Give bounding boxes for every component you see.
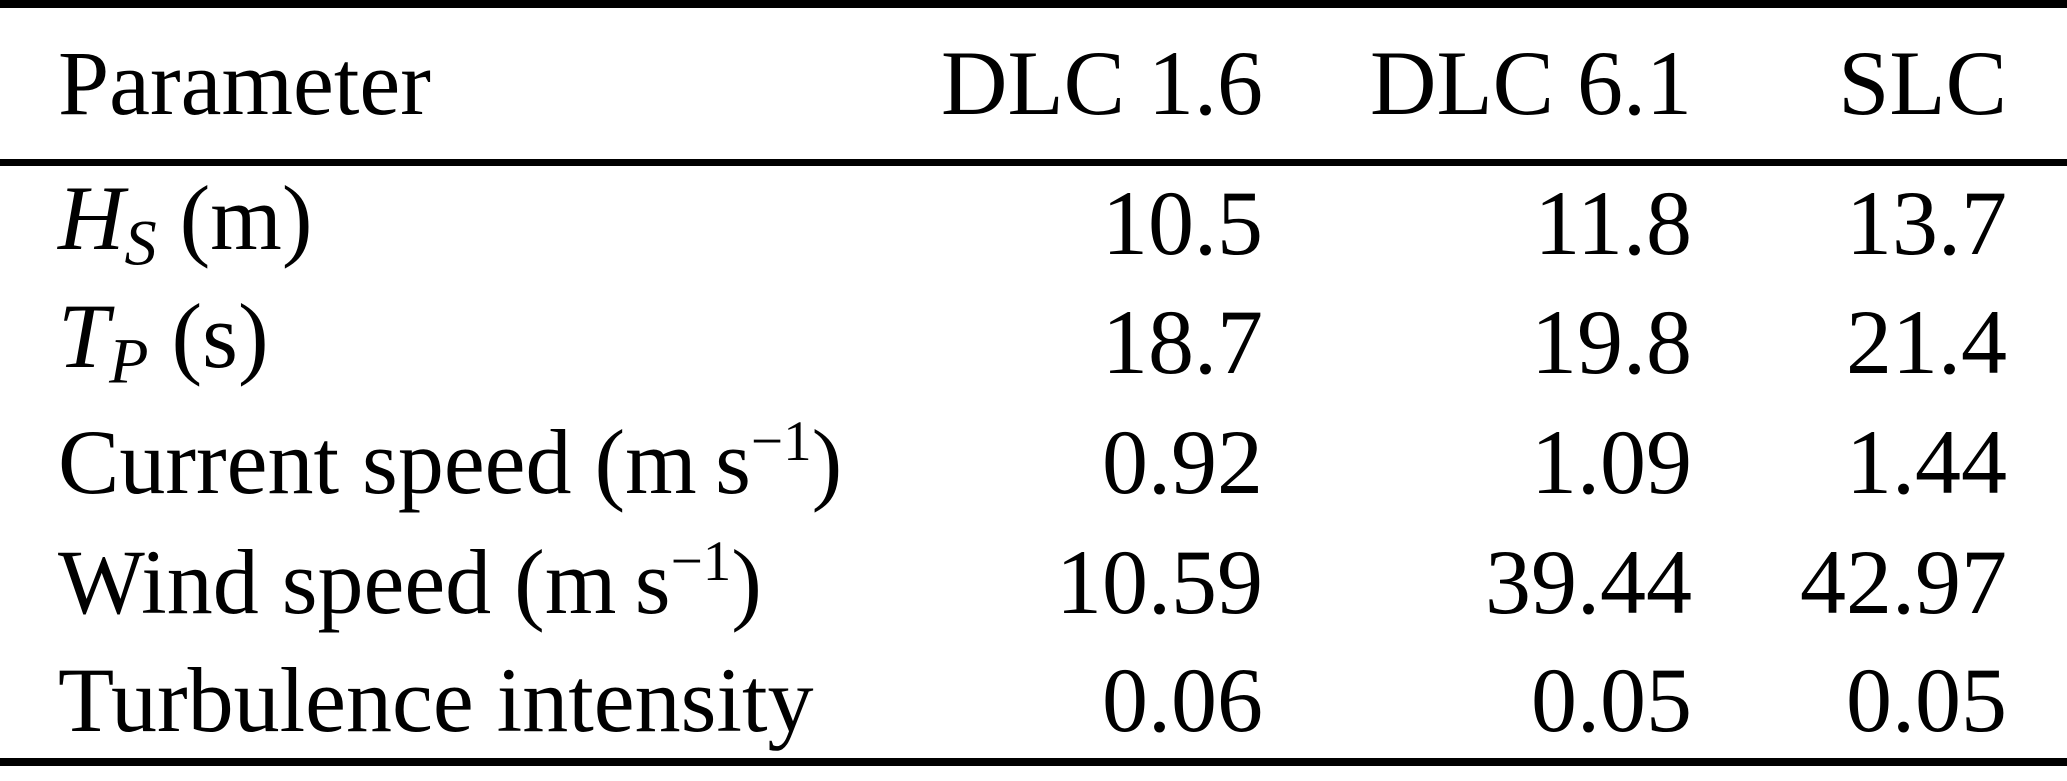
table-row-wind-speed: Wind speed (m s−1) 10.59 39.44 42.97 (0, 522, 2067, 642)
table-row-turbulence-intensity: Turbulence intensity 0.06 0.05 0.05 (0, 642, 2067, 762)
value-cell: 0.06 (1102, 648, 1263, 751)
math-symbol: T (58, 285, 110, 388)
math-subscript: S (124, 207, 157, 279)
label-text-close: ) (731, 530, 762, 633)
math-superscript: −1 (750, 409, 812, 473)
value-cell: 39.44 (1485, 530, 1692, 633)
value-cell: 0.92 (1102, 410, 1263, 513)
value-cell: 21.4 (1846, 290, 2007, 393)
column-header-dlc-6-1: DLC 6.1 (1263, 4, 1692, 166)
value-cell: 10.5 (1102, 172, 1263, 275)
column-header-dlc-1-6: DLC 1.6 (900, 4, 1263, 166)
value-cell: 11.8 (1534, 172, 1692, 275)
table-row-tp: TP (s) 18.7 19.8 21.4 (0, 282, 2067, 402)
label-text: Wind speed (m s (58, 530, 671, 633)
label-text-close: ) (811, 410, 843, 513)
row-label-wind-speed: Wind speed (m s−1) (0, 522, 900, 642)
value-cell: 18.7 (1102, 290, 1263, 393)
column-header-slc: SLC (1692, 4, 2067, 166)
row-label-current-speed: Current speed (m s−1) (0, 402, 900, 522)
header-row: Parameter DLC 1.6 DLC 6.1 SLC (0, 4, 2067, 166)
column-header-parameter: Parameter (0, 4, 900, 166)
label-text: Current speed (m s (58, 410, 751, 513)
value-cell: 19.8 (1531, 290, 1692, 393)
table-row-hs: HS (m) 10.5 11.8 13.7 (0, 162, 2067, 282)
table-row-current-speed: Current speed (m s−1) 0.92 1.09 1.44 (0, 402, 2067, 522)
row-label-tp: TP (s) (0, 282, 900, 402)
value-cell: 10.59 (1056, 530, 1263, 633)
row-label-turbulence-intensity: Turbulence intensity (0, 642, 900, 762)
math-superscript: −1 (670, 529, 732, 593)
value-cell: 1.09 (1531, 410, 1692, 513)
label-text: Turbulence intensity (58, 648, 814, 751)
math-symbol: H (58, 167, 125, 270)
unit-text: (m) (156, 167, 313, 270)
value-cell: 0.05 (1531, 648, 1692, 751)
value-cell: 13.7 (1846, 172, 2007, 275)
row-label-hs: HS (m) (0, 162, 900, 282)
value-cell: 1.44 (1846, 410, 2007, 513)
value-cell: 42.97 (1800, 530, 2007, 633)
math-subscript: P (109, 325, 149, 397)
value-cell: 0.05 (1846, 648, 2007, 751)
unit-text: (s) (148, 285, 269, 388)
